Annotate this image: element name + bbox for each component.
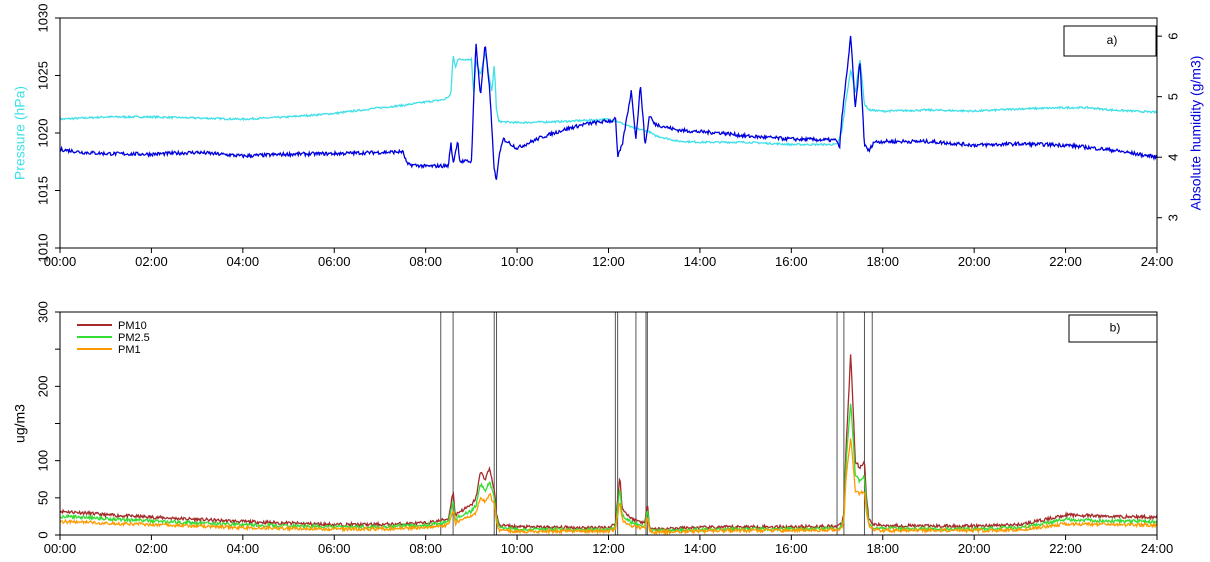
x-tick-label: 18:00 bbox=[866, 541, 899, 556]
y2-tick-label: 3 bbox=[1165, 214, 1180, 221]
panel-label: a) bbox=[1107, 33, 1118, 47]
legend-label: PM1 bbox=[118, 344, 141, 356]
y-tick-label: 1020 bbox=[35, 119, 50, 148]
legend-label: PM10 bbox=[118, 320, 147, 332]
x-tick-label: 16:00 bbox=[775, 541, 808, 556]
y-tick-label: 0 bbox=[35, 531, 50, 538]
x-tick-label: 00:00 bbox=[44, 254, 77, 269]
x-tick-label: 22:00 bbox=[1049, 541, 1082, 556]
plot-frame bbox=[59, 311, 1158, 536]
y-tick-label: 1010 bbox=[35, 234, 50, 263]
y-tick-label: 50 bbox=[35, 491, 50, 505]
x-tick-label: 02:00 bbox=[135, 254, 168, 269]
panel-label-box bbox=[1068, 314, 1158, 343]
panel-b: 00:00 02:00 04:00 06:00 08:00 10:00 12:00 14:00… bbox=[12, 301, 1174, 556]
x-tick-label: 06:00 bbox=[318, 254, 351, 269]
x-tick-label: 08:00 bbox=[409, 541, 442, 556]
y-tick-label: 300 bbox=[35, 301, 50, 323]
x-tick-label: 18:00 bbox=[866, 254, 899, 269]
panel-label: b) bbox=[1110, 321, 1121, 335]
y2-tick-label: 5 bbox=[1165, 93, 1180, 100]
x-tick-label: 02:00 bbox=[135, 541, 168, 556]
y-tick-label: 100 bbox=[35, 450, 50, 472]
x-tick-label: 04:00 bbox=[227, 254, 260, 269]
x-tick-label: 08:00 bbox=[409, 254, 442, 269]
y-tick-label: 1030 bbox=[35, 4, 50, 33]
series-line-pm25 bbox=[60, 403, 1157, 534]
y-tick-label: 200 bbox=[35, 375, 50, 397]
series-line-absolute-humidity bbox=[60, 35, 1157, 180]
plot-frame bbox=[59, 17, 1158, 249]
x-tick-label: 14:00 bbox=[684, 541, 717, 556]
y2-tick-label: 6 bbox=[1165, 33, 1180, 40]
x-tick-label: 04:00 bbox=[227, 541, 260, 556]
x-tick-label: 10:00 bbox=[501, 541, 534, 556]
y-axis-title: Pressure (hPa) bbox=[12, 86, 28, 180]
x-tick-label: 00:00 bbox=[44, 541, 77, 556]
panel-label-box bbox=[1063, 25, 1157, 57]
series-line-pm10 bbox=[60, 354, 1157, 532]
legend-label: PM2.5 bbox=[118, 332, 150, 344]
y-tick-label: 1025 bbox=[35, 61, 50, 90]
series-line-pm1 bbox=[60, 438, 1157, 535]
x-tick-label: 22:00 bbox=[1049, 254, 1082, 269]
x-tick-label: 20:00 bbox=[958, 541, 991, 556]
x-tick-label: 06:00 bbox=[318, 541, 351, 556]
y-tick-label: 1015 bbox=[35, 176, 50, 205]
series-line-pressure bbox=[60, 52, 1157, 147]
panel-a: 00:00 02:00 04:00 06:00 08:00 10:00 12:00 14:00… bbox=[12, 4, 1204, 269]
x-tick-label: 10:00 bbox=[501, 254, 534, 269]
x-tick-label: 20:00 bbox=[958, 254, 991, 269]
y-axis-title: ug/m3 bbox=[12, 404, 28, 443]
x-tick-label: 12:00 bbox=[592, 254, 625, 269]
x-tick-label: 24:00 bbox=[1141, 254, 1174, 269]
x-tick-label: 24:00 bbox=[1141, 541, 1174, 556]
y2-tick-label: 4 bbox=[1165, 154, 1180, 161]
x-tick-label: 12:00 bbox=[592, 541, 625, 556]
x-tick-label: 16:00 bbox=[775, 254, 808, 269]
x-tick-label: 14:00 bbox=[684, 254, 717, 269]
y2-axis-title: Absolute humidity (g/m3) bbox=[1188, 56, 1204, 211]
